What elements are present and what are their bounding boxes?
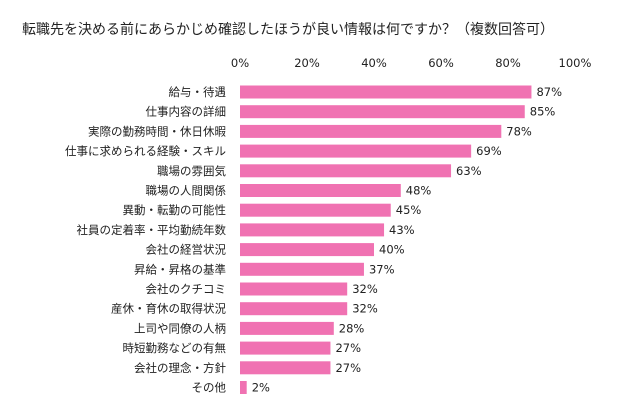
bar [240, 381, 247, 394]
category-label: 上司や同僚の人柄 [134, 321, 226, 335]
bar [240, 105, 525, 119]
x-tick-label: 20% [294, 56, 320, 70]
x-axis-ticks: 0% 20% 40% 60% 80% 100% [231, 56, 592, 70]
value-labels: 87% 85% 78% 69% 63% 48% 45% 43% 40% 37% 32% 32% 28% 2… [252, 85, 562, 395]
bar [240, 184, 401, 197]
value-label: 85% [530, 105, 556, 119]
value-label: 32% [352, 282, 378, 296]
value-label: 69% [476, 144, 502, 158]
bars [240, 85, 532, 394]
category-label: 社員の定着率・平均勤続年数 [77, 223, 227, 237]
value-label: 45% [396, 203, 422, 217]
category-label: 仕事内容の詳細 [146, 105, 227, 119]
category-labels: 給与・待遇仕事内容の詳細実際の勤務時間・休日休暇仕事に求められる経験・スキル職場… [65, 85, 226, 395]
value-label: 43% [389, 223, 415, 237]
bar [240, 302, 348, 316]
value-label: 48% [406, 184, 432, 198]
category-label: 仕事に求められる経験・スキル [65, 144, 226, 158]
value-label: 27% [335, 341, 361, 355]
bar [240, 85, 532, 99]
x-tick-label: 60% [428, 56, 454, 70]
bar [240, 203, 391, 217]
category-label: 産休・育休の取得状況 [111, 302, 226, 316]
category-label: 時短勤務などの有無 [123, 341, 227, 355]
category-label: 昇給・昇格の基準 [134, 262, 226, 276]
value-label: 28% [339, 321, 365, 335]
value-label: 78% [506, 124, 532, 138]
x-tick-label: 100% [559, 56, 592, 70]
bar [240, 262, 364, 276]
bar [240, 282, 348, 296]
bar [240, 164, 452, 178]
x-tick-label: 0% [231, 56, 249, 70]
category-label: 給与・待遇 [169, 85, 227, 99]
value-label: 37% [369, 262, 395, 276]
category-label: 職場の雰囲気 [157, 164, 226, 178]
x-tick-label: 40% [361, 56, 387, 70]
bar [240, 223, 385, 237]
value-label: 63% [456, 164, 482, 178]
value-label: 27% [335, 361, 361, 375]
bar [240, 144, 472, 158]
category-label: 実際の勤務時間・休日休暇 [88, 124, 226, 138]
bar [240, 361, 331, 375]
x-tick-label: 80% [495, 56, 521, 70]
category-label: 会社のクチコミ [146, 282, 227, 296]
value-label: 2% [252, 381, 270, 395]
value-label: 40% [379, 243, 405, 257]
category-label: 会社の経営状況 [146, 243, 227, 257]
chart-title: 転職先を決める前にあらかじめ確認したほうが良い情報は何ですか？（複数回答可） [22, 21, 554, 38]
category-label: 会社の理念・方針 [134, 361, 226, 375]
category-label: 異動・転勤の可能性 [123, 203, 227, 217]
bar [240, 243, 374, 257]
value-label: 87% [536, 85, 562, 99]
category-label: 職場の人間関係 [146, 184, 227, 198]
bar [240, 124, 502, 138]
category-label: その他 [192, 381, 227, 395]
value-label: 32% [352, 302, 378, 316]
bar [240, 321, 334, 335]
bar [240, 341, 331, 355]
